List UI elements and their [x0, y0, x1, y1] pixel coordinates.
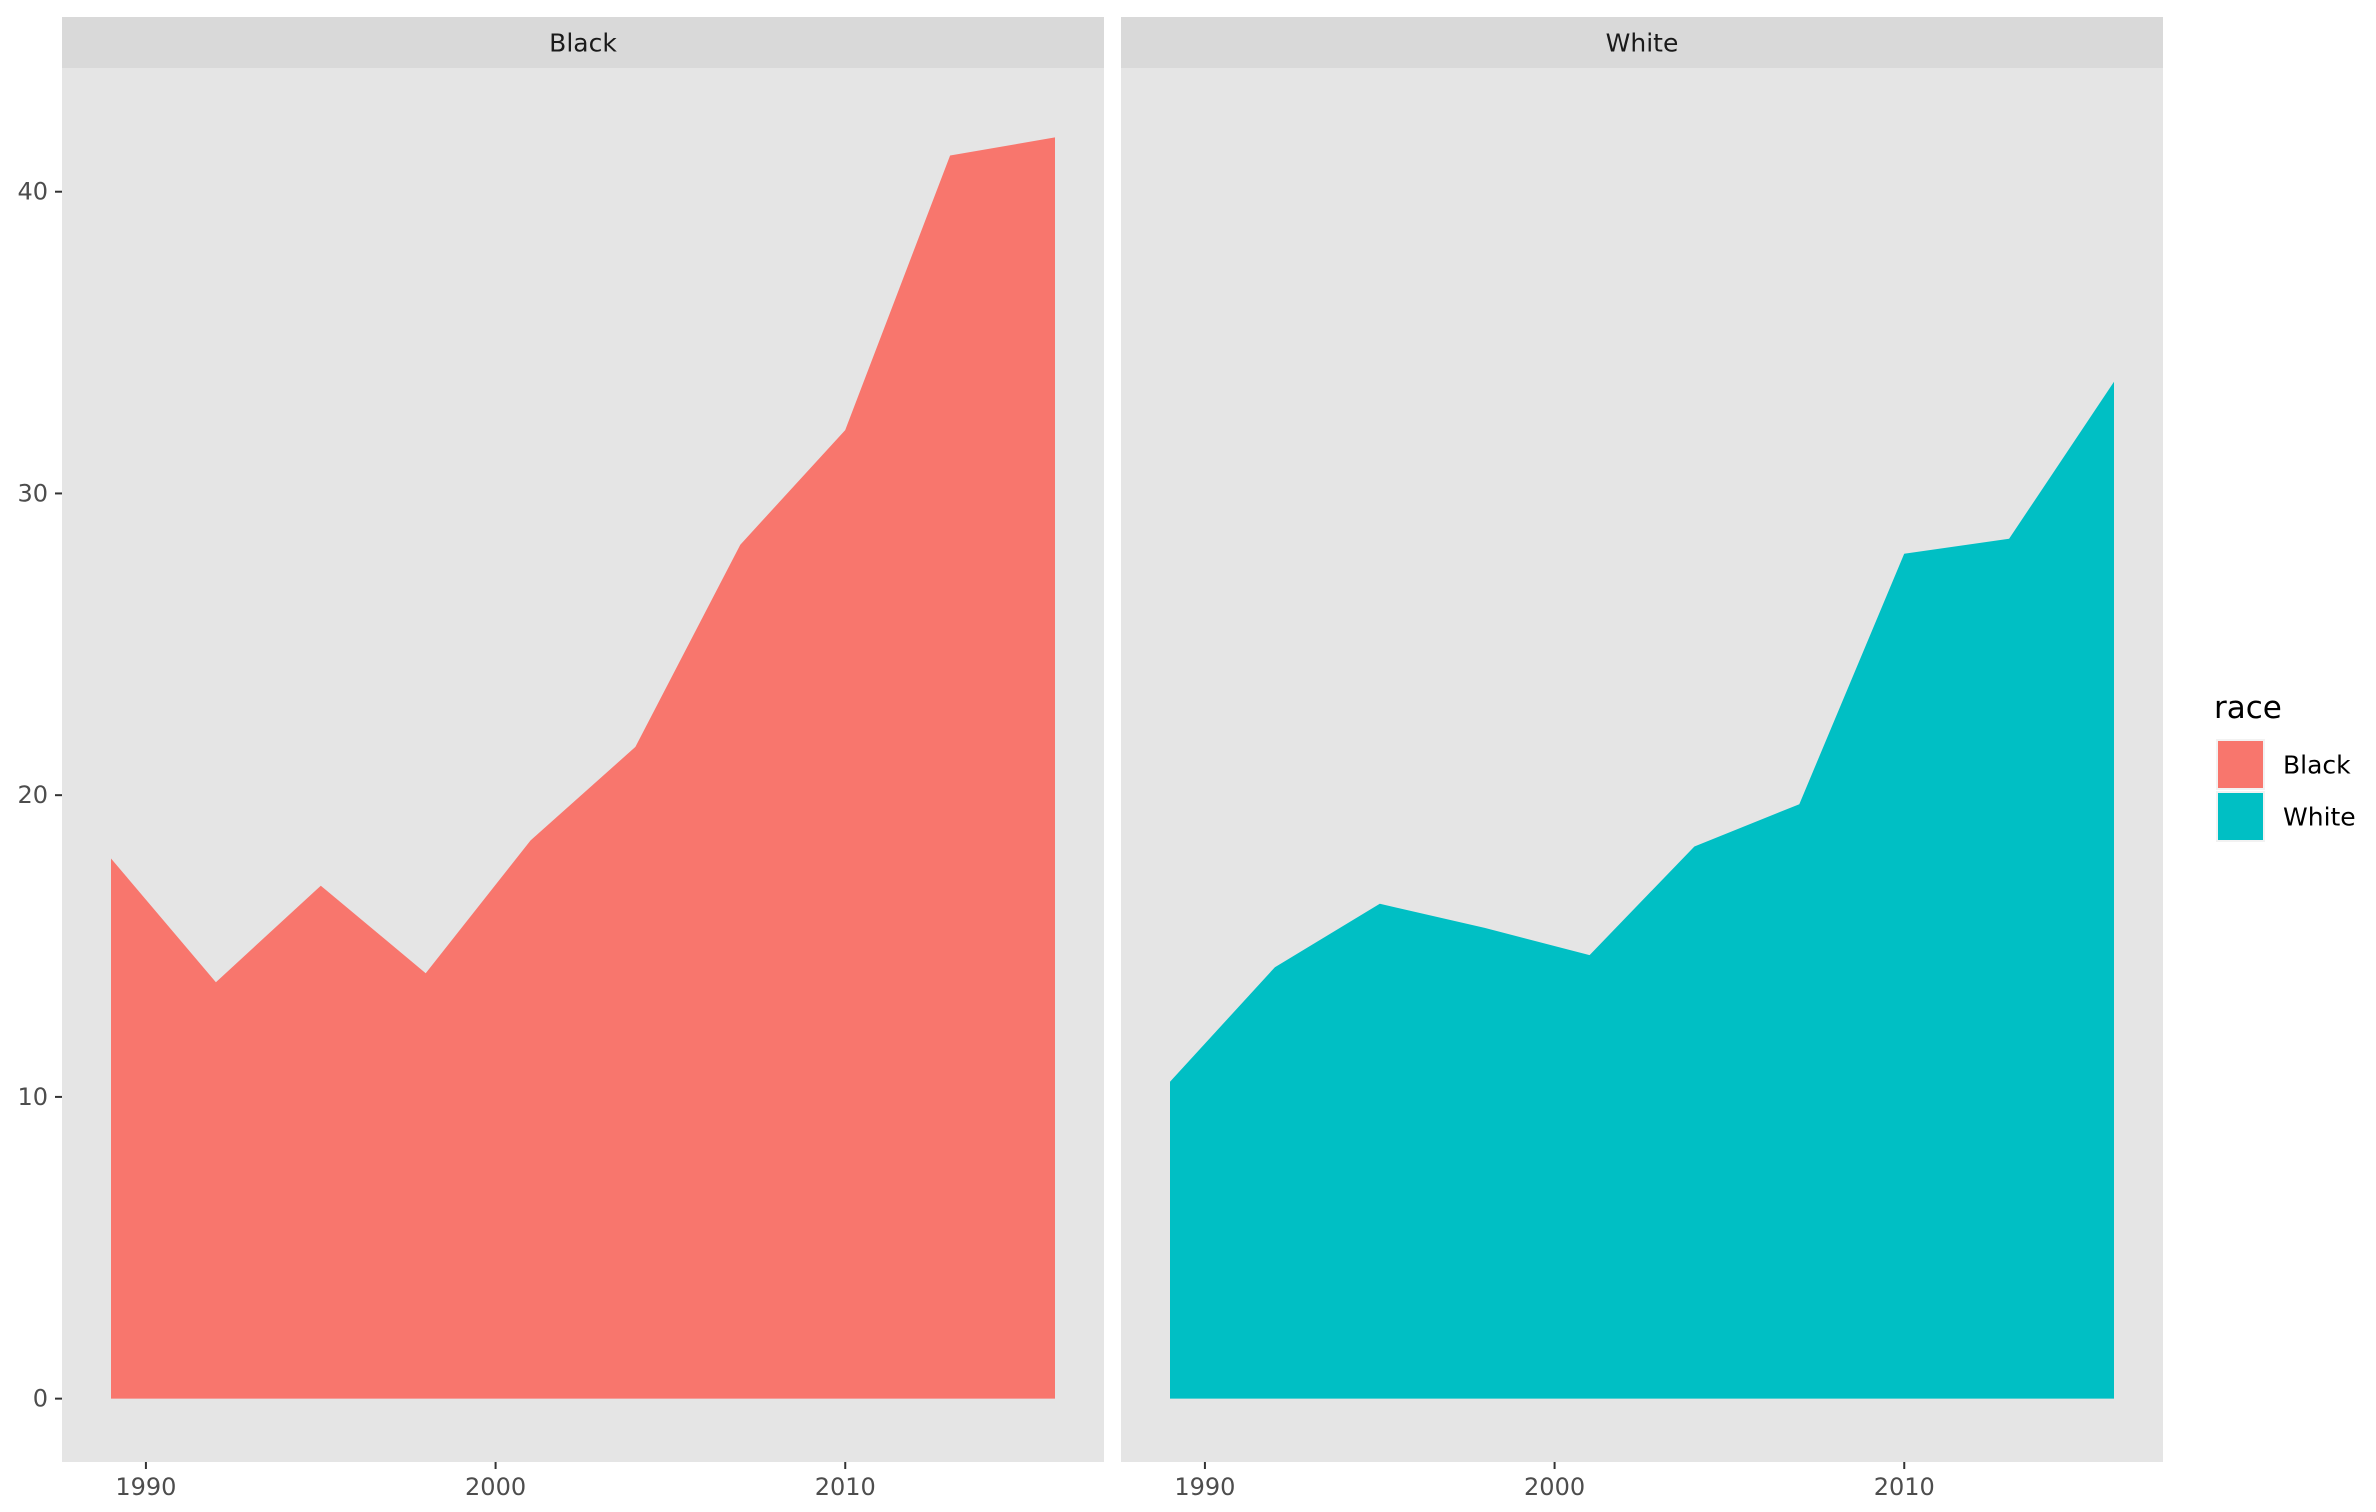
- x-tick-label-black-2010: 2010: [815, 1473, 876, 1501]
- legend-title: race: [2214, 690, 2282, 726]
- y-tick-label-20: 20: [17, 781, 48, 809]
- area-white: [1170, 381, 2114, 1399]
- legend-key-white: [2218, 793, 2263, 840]
- legend-key-black: [2218, 741, 2263, 788]
- x-tick-label-white-2000: 2000: [1524, 1473, 1585, 1501]
- y-tick-label-30: 30: [17, 479, 48, 507]
- facet-panels: Black 1990 2000 2010 White 1990 2000 2010: [62, 17, 2163, 1501]
- strip-black: [62, 17, 1104, 68]
- strip-label-white: White: [1606, 29, 1679, 58]
- strip-label-black: Black: [549, 29, 617, 58]
- legend-label-white: White: [2283, 803, 2356, 832]
- area-black: [111, 137, 1055, 1399]
- x-tick-label-black-1990: 1990: [115, 1473, 176, 1501]
- panel-black: Black 1990 2000 2010: [62, 17, 1104, 1501]
- legend-label-black: Black: [2283, 751, 2351, 780]
- x-tick-label-black-2000: 2000: [465, 1473, 526, 1501]
- x-tick-label-white-2010: 2010: [1874, 1473, 1935, 1501]
- x-tick-label-white-1990: 1990: [1174, 1473, 1235, 1501]
- y-tick-label-40: 40: [17, 178, 48, 206]
- y-axis: 0 10 20 30 40: [17, 178, 62, 1413]
- panel-white: White 1990 2000 2010: [1121, 17, 2163, 1501]
- y-tick-label-0: 0: [33, 1385, 48, 1413]
- strip-white: [1121, 17, 2163, 68]
- legend: race Black White: [2214, 690, 2356, 842]
- y-tick-label-10: 10: [17, 1083, 48, 1111]
